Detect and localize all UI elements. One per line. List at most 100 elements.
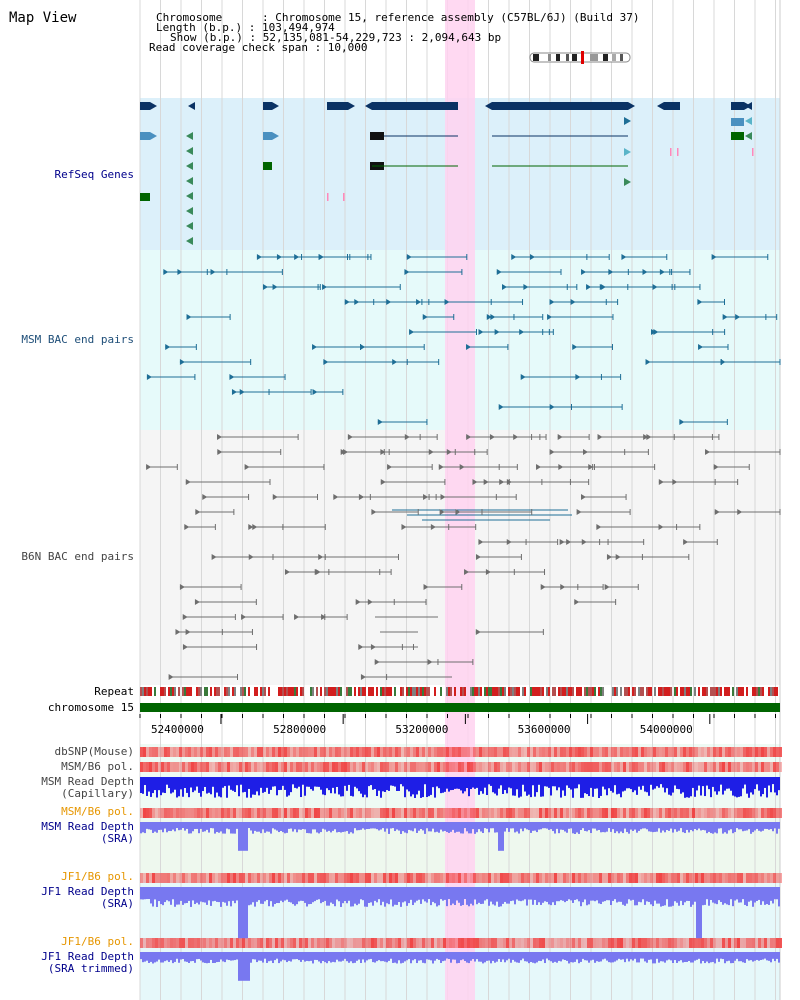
depth-bin [324, 887, 326, 901]
depth-bin [260, 777, 262, 788]
repeat-element [510, 687, 512, 696]
pol-bin [140, 808, 143, 818]
depth-bin [474, 952, 476, 962]
repeat-element [716, 687, 718, 696]
depth-bin [524, 777, 526, 792]
repeat-element [218, 687, 220, 696]
pol-bin [527, 873, 530, 883]
depth-bin [612, 887, 614, 901]
bac-end [466, 344, 472, 350]
depth-bin [738, 887, 740, 903]
depth-bin [312, 822, 314, 830]
pol-bin [587, 762, 590, 772]
pol-bin [362, 808, 365, 818]
depth-bin [248, 887, 250, 906]
depth-bin [440, 952, 442, 963]
pol-bin [260, 873, 263, 883]
pol-bin [248, 808, 251, 818]
pol-bin [716, 938, 719, 948]
repeat-element [362, 687, 364, 696]
pol-bin [179, 873, 182, 883]
pol-bin [188, 938, 191, 948]
depth-bin [600, 952, 602, 962]
pol-bin [182, 808, 185, 818]
pol-bin [764, 808, 767, 818]
depth-bin [762, 777, 764, 795]
depth-bin [658, 822, 660, 829]
depth-bin [386, 887, 388, 904]
depth-bin [510, 777, 512, 789]
depth-bin [302, 887, 304, 901]
depth-bin [498, 822, 500, 851]
pol-bin [503, 938, 506, 948]
pol-bin [404, 747, 407, 757]
depth-bin [482, 887, 484, 904]
pol-bin [164, 762, 167, 772]
pol-bin [656, 762, 659, 772]
pol-bin [224, 762, 227, 772]
pol-bin [365, 938, 368, 948]
pol-bin [554, 808, 557, 818]
bac-end [229, 374, 235, 380]
depth-bin [306, 887, 308, 907]
pol-bin [731, 873, 734, 883]
depth-bin [542, 887, 544, 903]
pol-bin [353, 938, 356, 948]
gene-exon [664, 102, 680, 110]
bac-end [705, 449, 711, 455]
pol-bin [470, 808, 473, 818]
depth-bin [446, 952, 448, 959]
pol-bin [542, 808, 545, 818]
pol-bin [473, 747, 476, 757]
depth-bin [506, 777, 508, 794]
pol-bin [332, 808, 335, 818]
depth-bin [724, 887, 726, 904]
depth-bin [428, 952, 430, 960]
repeat-element [632, 687, 634, 696]
pol-bin [716, 873, 719, 883]
repeat-element [576, 687, 578, 696]
pol-bin [338, 938, 341, 948]
depth-bin [512, 952, 514, 960]
pol-bin [257, 762, 260, 772]
pol-bin [689, 938, 692, 948]
depth-bin [274, 952, 276, 961]
depth-bin [518, 777, 520, 798]
bac-end [679, 419, 685, 425]
pol-bin [335, 747, 338, 757]
depth-bin [148, 777, 150, 792]
depth-bin [342, 822, 344, 832]
depth-bin [444, 952, 446, 961]
depth-bin [398, 887, 400, 903]
pol-bin [419, 873, 422, 883]
bac-end [406, 254, 412, 260]
depth-bin [266, 822, 268, 832]
depth-bin [688, 777, 690, 798]
pol-bin [173, 808, 176, 818]
map-view-title: Map View [9, 10, 77, 26]
bac-end [377, 419, 383, 425]
depth-bin [728, 887, 730, 906]
depth-bin [384, 777, 386, 793]
depth-bin [504, 822, 506, 832]
pol-bin [578, 938, 581, 948]
pol-bin [767, 747, 770, 757]
depth-bin [374, 952, 376, 963]
pol-bin [773, 938, 776, 948]
repeat-element [422, 687, 424, 696]
pol-bin [479, 747, 482, 757]
repeat-element [524, 687, 526, 696]
pol-bin [158, 873, 161, 883]
depth-bin [416, 952, 418, 964]
refseq-genes-label: RefSeq Genes [54, 168, 134, 181]
bac-end [175, 629, 181, 635]
pol-bin [482, 873, 485, 883]
pol-bin [755, 762, 758, 772]
repeat-element [144, 687, 146, 696]
depth-bin [502, 952, 504, 960]
pol-bin [416, 747, 419, 757]
pol-bin [650, 747, 653, 757]
repeat-element [412, 687, 414, 696]
pol-bin [464, 747, 467, 757]
